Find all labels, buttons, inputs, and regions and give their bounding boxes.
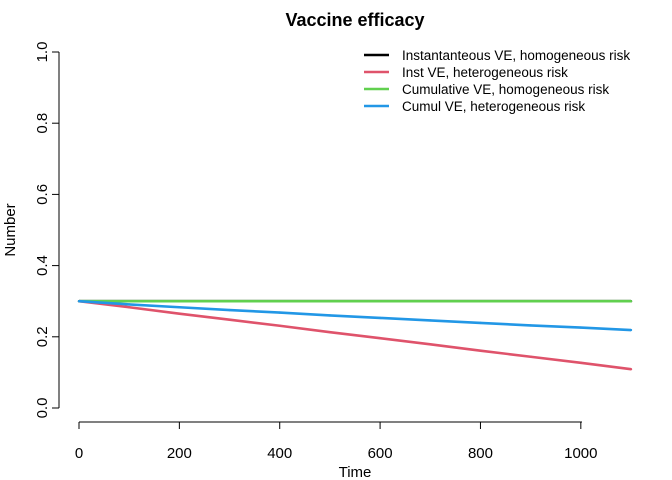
legend-label: Instantanteous VE, homogeneous risk	[402, 48, 630, 63]
series-point	[579, 361, 583, 364]
series-point	[378, 337, 382, 340]
series-2	[77, 299, 633, 371]
y-axis-title: Number	[2, 203, 19, 256]
series-point	[178, 312, 181, 315]
series-point	[178, 306, 181, 309]
x-axis-title: Time	[339, 464, 372, 480]
series-point	[278, 311, 281, 314]
y-tick-label: 1.0	[34, 42, 51, 63]
x-tick-label: 200	[167, 445, 192, 462]
series-point	[127, 306, 131, 309]
y-tick-label: 0.6	[34, 184, 51, 205]
x-axis: 0 200 400 600 800 1000	[75, 421, 598, 462]
series-line	[78, 299, 632, 371]
series-point	[228, 308, 231, 312]
legend-label: Cumul VE, heterogeneous risk	[402, 99, 585, 114]
y-axis: 0.0 0.2 0.4 0.6 0.8 1.0	[34, 42, 60, 419]
legend: Instantanteous VE, homogeneous risk Inst …	[364, 48, 630, 114]
series-point	[127, 300, 131, 303]
series-point	[529, 324, 532, 327]
x-tick-label: 400	[267, 445, 292, 462]
series-point	[278, 324, 281, 327]
x-tick-label: 800	[468, 445, 493, 462]
series-point	[479, 321, 482, 325]
series-point	[228, 318, 231, 321]
y-tick-label: 0.8	[34, 113, 51, 134]
series-point	[629, 300, 633, 303]
y-tick-group: 0.0 0.2 0.4 0.6 0.8 1.0	[34, 42, 59, 419]
series-point	[479, 300, 482, 303]
series-point	[429, 343, 432, 346]
series-point	[529, 355, 532, 358]
series-point	[328, 300, 332, 303]
series-point	[278, 300, 281, 303]
series-point	[479, 349, 482, 352]
legend-label: Inst VE, heterogeneous risk	[402, 65, 568, 80]
series-point	[77, 300, 81, 303]
series-point	[127, 303, 131, 306]
series-point	[228, 300, 231, 303]
series-4	[77, 299, 633, 332]
series-point	[579, 300, 583, 303]
y-tick-label: 0.0	[34, 398, 51, 419]
legend-label: Cumulative VE, homogeneous risk	[402, 82, 609, 97]
series-point	[378, 300, 382, 303]
series-point	[178, 300, 181, 303]
series-3	[77, 299, 633, 303]
x-tick-label: 600	[368, 445, 393, 462]
series-lines	[77, 299, 633, 371]
series-point	[579, 326, 583, 329]
series-point	[429, 300, 432, 303]
x-tick-label: 0	[75, 445, 83, 462]
y-tick-label: 0.4	[34, 255, 51, 276]
series-point	[328, 314, 332, 317]
series-point	[529, 300, 532, 303]
y-tick-label: 0.2	[34, 326, 51, 347]
x-tick-group: 0 200 400 600 800 1000	[75, 422, 598, 462]
series-point	[378, 316, 382, 320]
series-point	[429, 319, 432, 322]
series-point	[629, 328, 633, 332]
series-point	[629, 367, 633, 371]
series-line	[78, 299, 632, 332]
series-point	[328, 330, 332, 334]
x-tick-label: 1000	[564, 445, 597, 462]
chart-title: Vaccine efficacy	[285, 10, 424, 30]
